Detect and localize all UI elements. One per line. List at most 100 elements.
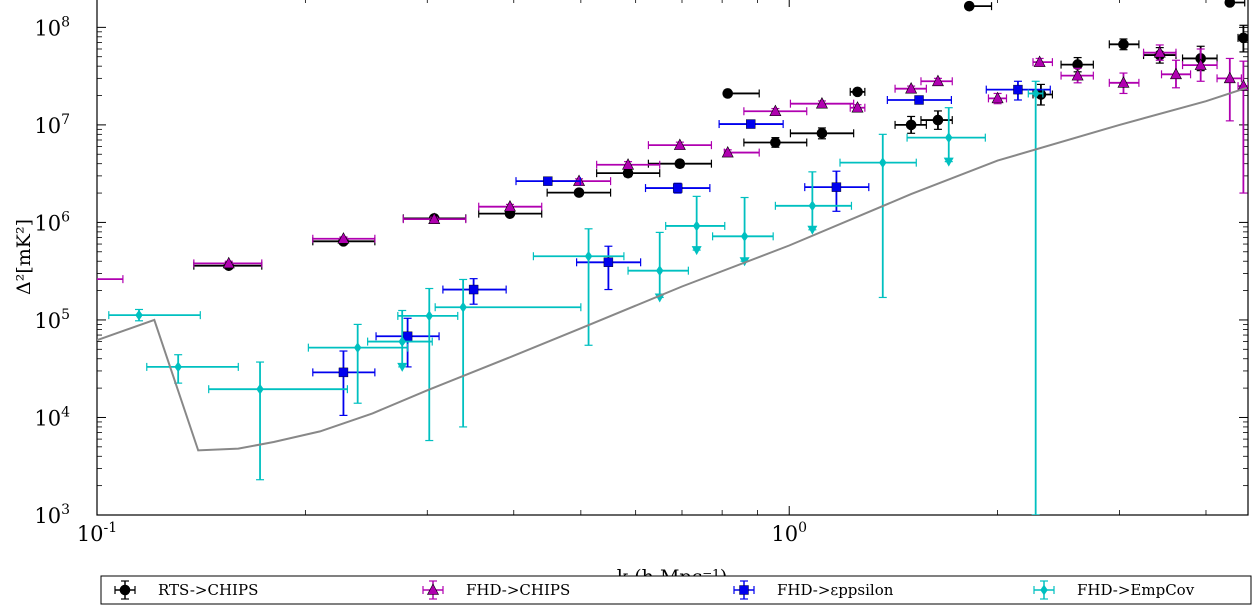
- data-point: [1216, 57, 1242, 122]
- upper-limit-arrow: [397, 362, 408, 372]
- data-marker: [722, 88, 734, 99]
- data-marker: [932, 114, 944, 126]
- data-point: [146, 354, 239, 384]
- data-marker: [584, 250, 593, 262]
- data-point: [987, 91, 1008, 105]
- data-point: [743, 104, 808, 117]
- y-tick-label: 106: [34, 209, 70, 235]
- legend-marker: [119, 584, 131, 596]
- data-point: [920, 110, 953, 130]
- data-point: [1060, 67, 1094, 84]
- data-point: [434, 278, 582, 428]
- data-point: [402, 212, 467, 224]
- legend-marker: [1040, 584, 1048, 596]
- data-point: [1027, 80, 1044, 515]
- data-point: [627, 231, 689, 303]
- y-tick-exponent: 8: [61, 14, 70, 30]
- data-marker: [1153, 46, 1166, 58]
- data-marker: [1117, 76, 1130, 88]
- data-marker: [503, 200, 516, 212]
- y-tick-label: 103: [34, 502, 70, 528]
- data-point: [644, 182, 711, 194]
- data-point: [849, 86, 866, 98]
- data-marker: [222, 256, 235, 269]
- data-marker: [337, 232, 350, 244]
- data-point: [1108, 38, 1140, 51]
- legend-item: RTS->CHIPS: [114, 580, 258, 600]
- data-marker: [1031, 88, 1040, 99]
- data-marker: [1118, 39, 1129, 50]
- x-tick-exponent: 0: [798, 520, 807, 536]
- data-marker: [256, 383, 264, 395]
- data-point: [849, 101, 866, 113]
- data-point: [367, 309, 433, 372]
- data-point: [1060, 56, 1094, 73]
- series-line: [97, 86, 1248, 452]
- data-point: [312, 350, 376, 417]
- data-point: [963, 0, 993, 12]
- data-point: [743, 137, 808, 148]
- series-circle: [193, 0, 1248, 271]
- data-marker: [353, 342, 362, 354]
- axis-ticks: [96, 0, 1248, 516]
- data-marker: [1033, 55, 1046, 67]
- data-point: [1160, 59, 1192, 89]
- data-point: [596, 158, 661, 170]
- legend-label: FHD->CHIPS: [466, 581, 570, 599]
- data-marker: [1071, 68, 1084, 81]
- data-marker: [622, 158, 635, 170]
- data-point: [894, 82, 927, 94]
- y-tick-exponent: 5: [61, 307, 70, 323]
- data-marker: [831, 182, 842, 192]
- data-marker: [468, 284, 479, 295]
- series-diamond: [108, 80, 1044, 515]
- data-point: [576, 245, 642, 291]
- data-marker: [622, 167, 634, 179]
- legend-label: FHD->EmpCov: [1077, 581, 1195, 599]
- data-marker: [1169, 67, 1182, 80]
- legend-marker: [739, 585, 749, 595]
- legend-label: FHD->εppsilon: [777, 581, 894, 599]
- data-point: [1108, 72, 1140, 95]
- data-marker: [963, 0, 975, 12]
- upper-limit-arrow: [807, 225, 818, 235]
- data-point: [647, 138, 713, 150]
- data-marker: [746, 119, 756, 129]
- data-point: [718, 119, 784, 129]
- y-tick-base: 10: [34, 309, 61, 333]
- data-point: [647, 158, 713, 169]
- legend-item: FHD->CHIPS: [422, 580, 570, 600]
- data-point: [886, 95, 952, 105]
- data-marker: [174, 361, 182, 373]
- data-marker: [721, 145, 734, 158]
- data-point: [1224, 0, 1246, 8]
- y-tick-base: 10: [34, 406, 61, 430]
- legend-marker: [427, 583, 439, 595]
- y-tick-label: 108: [34, 14, 70, 40]
- x-tick-exponent: -1: [104, 520, 118, 536]
- data-point: [397, 287, 459, 442]
- data-marker: [398, 336, 407, 348]
- series-square: [312, 80, 1051, 417]
- data-marker: [851, 101, 864, 113]
- data-marker: [428, 212, 441, 224]
- data-point: [1237, 60, 1248, 194]
- data-marker: [603, 257, 614, 267]
- data-marker: [816, 127, 828, 139]
- x-tick-base: 10: [77, 522, 104, 546]
- data-point: [1237, 24, 1248, 53]
- data-point: [97, 275, 124, 284]
- data-marker: [815, 97, 828, 109]
- data-point: [789, 127, 855, 140]
- data-marker: [135, 309, 143, 321]
- data-marker: [770, 137, 781, 148]
- data-point: [789, 97, 855, 109]
- upper-limit-arrow: [943, 157, 954, 167]
- data-marker: [1194, 58, 1207, 70]
- data-point: [894, 115, 927, 134]
- data-marker: [991, 91, 1004, 104]
- data-marker: [1224, 0, 1236, 8]
- y-tick-base: 10: [34, 211, 61, 235]
